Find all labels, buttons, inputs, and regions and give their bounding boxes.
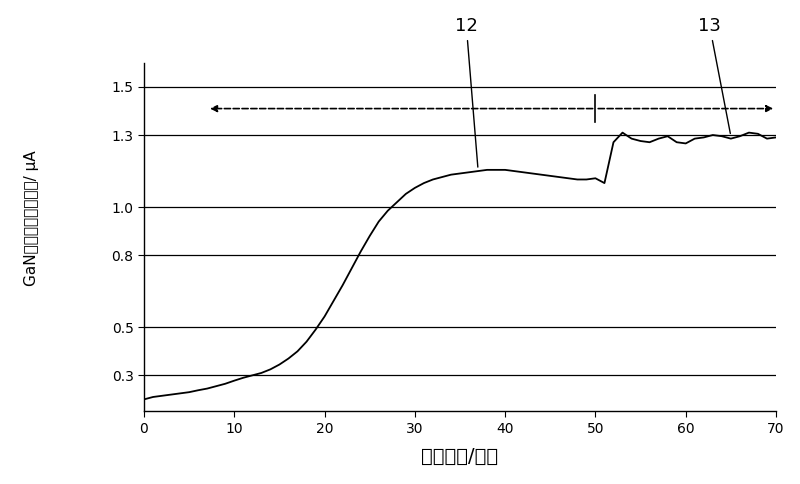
Text: 13: 13 (698, 17, 730, 134)
Text: GaN表面发射的光电流/ μA: GaN表面发射的光电流/ μA (25, 150, 39, 286)
Text: 12: 12 (455, 17, 478, 167)
X-axis label: 激活时间/分钟: 激活时间/分钟 (422, 447, 498, 466)
